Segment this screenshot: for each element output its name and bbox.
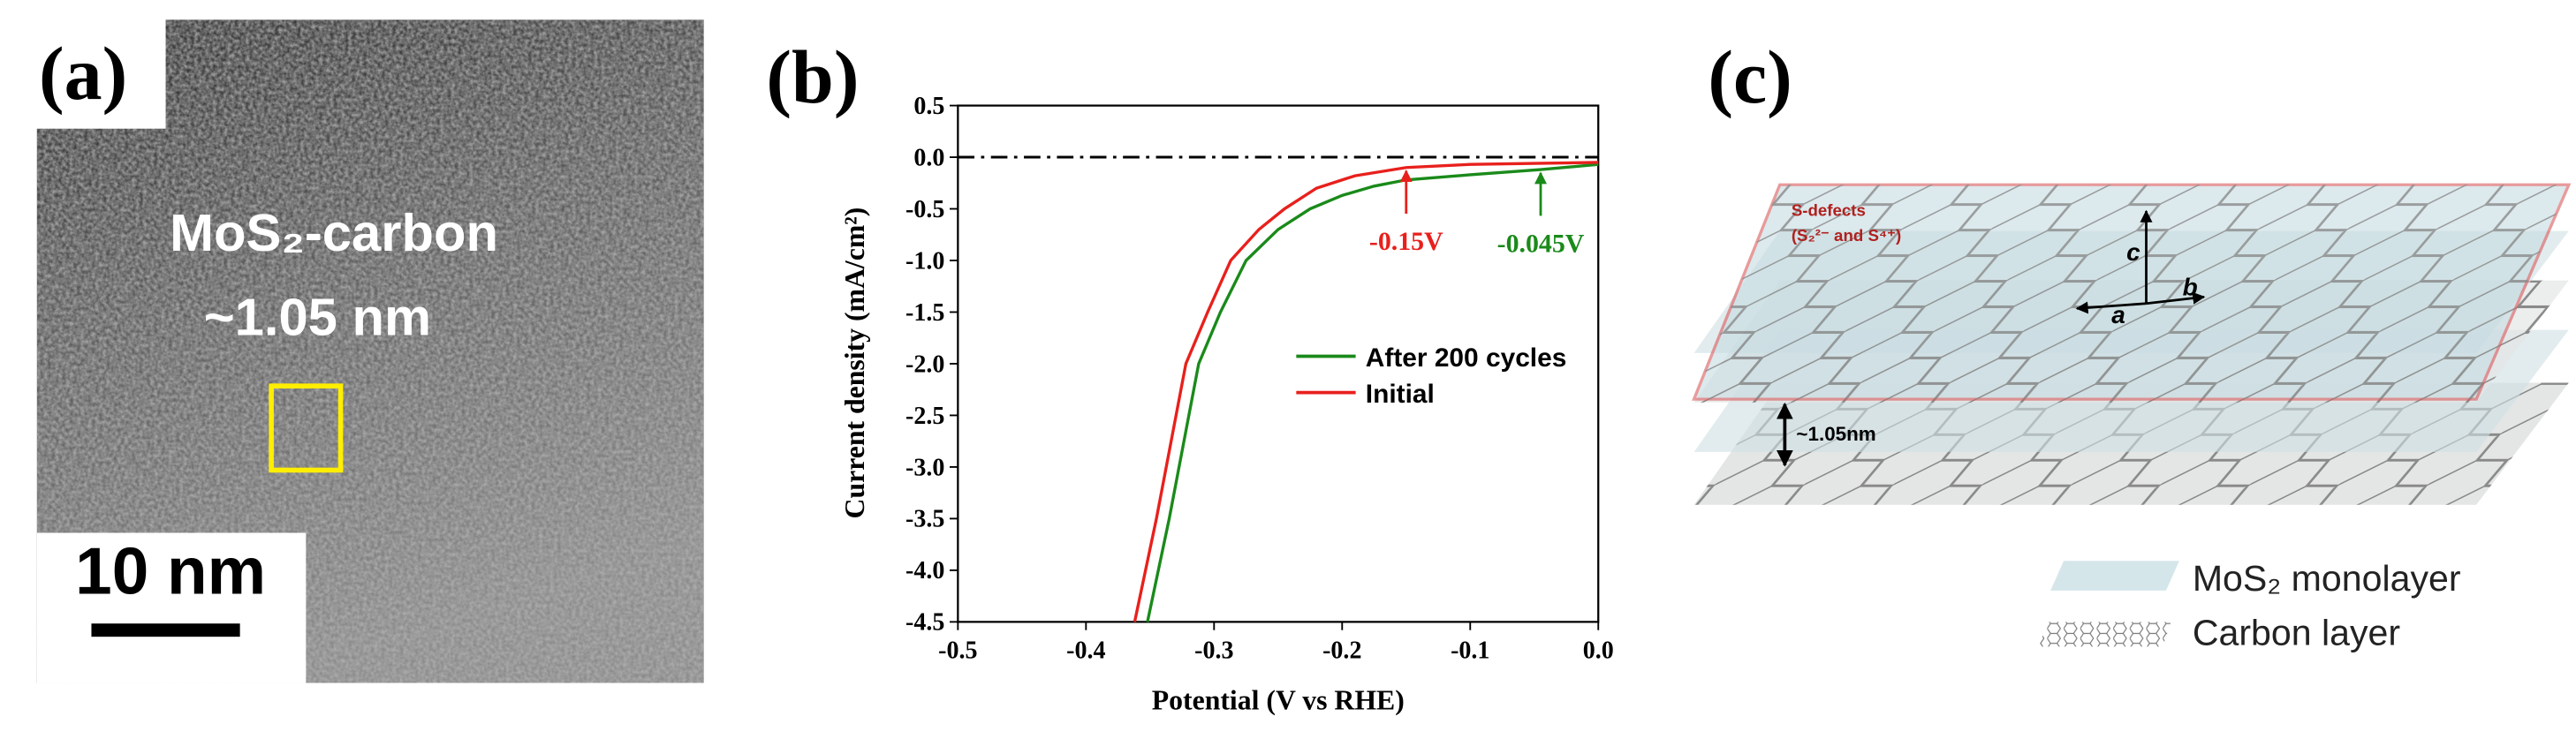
y-tick-label: -2.5 <box>905 403 944 430</box>
tem-panel: (a) MoS₂-carbon ~1.05 nm 10 nm <box>0 0 704 683</box>
x-tick-label: -0.3 <box>1194 637 1233 664</box>
spacing-label: ~1.05nm <box>1796 423 1875 445</box>
axis-label: c <box>2126 238 2140 266</box>
legend-label: Initial <box>1366 380 1435 409</box>
annotation-label: -0.15V <box>1369 227 1443 256</box>
schematic: (c) S-defects (S₂²⁻ and S⁴⁺) c b a ~1.05… <box>1692 34 2572 653</box>
x-tick-label: -0.2 <box>1322 637 1361 664</box>
sample-label: MoS₂-carbon <box>170 203 498 262</box>
x-tick-label: -0.1 <box>1451 637 1489 664</box>
scale-bar <box>91 623 240 637</box>
panel-label: (a) <box>39 31 127 116</box>
y-tick-label: -4.0 <box>905 557 944 584</box>
y-tick-label: 0.5 <box>913 93 944 120</box>
highlight-box <box>269 383 344 473</box>
y-tick-label: 0.0 <box>913 144 944 171</box>
legend-swatch <box>2050 561 2179 591</box>
y-tick-label: -3.5 <box>905 506 944 533</box>
y-tick-label: -1.0 <box>905 247 944 275</box>
data-line <box>1146 162 1599 622</box>
y-tick-label: -2.0 <box>905 351 944 378</box>
axis-arrow <box>2075 301 2147 314</box>
y-axis-label: Current density (mA/cm²) <box>839 207 870 519</box>
panel-label: (c) <box>1708 34 1792 119</box>
scale-bar-box <box>36 532 307 683</box>
scale-bar-label: 10 nm <box>75 534 266 608</box>
x-tick-label: 0.0 <box>1583 637 1614 664</box>
panel-label: (b) <box>766 34 859 119</box>
y-tick-label: -1.5 <box>905 299 944 327</box>
legend-label: MoS₂ monolayer <box>2193 558 2461 599</box>
defects-detail: (S₂²⁻ and S⁴⁺) <box>1792 226 1901 245</box>
y-tick-label: -3.0 <box>905 454 944 481</box>
x-axis-label: Potential (V vs RHE) <box>1152 684 1405 715</box>
axis-arrow <box>2146 291 2206 305</box>
y-tick-label: -0.5 <box>905 196 944 223</box>
x-tick-label: -0.4 <box>1066 637 1105 664</box>
chart: (b) Potential (V vs RHE) Current density… <box>766 34 1613 716</box>
legend-label: Carbon layer <box>2193 613 2400 653</box>
data-line <box>1133 161 1599 622</box>
carbon-layer-hex <box>1693 185 2569 400</box>
legend-label: After 200 cycles <box>1366 343 1567 373</box>
axis-label: a <box>2111 301 2125 328</box>
y-tick-label: -4.5 <box>905 609 944 637</box>
spacing-label: ~1.05 nm <box>204 287 431 346</box>
axis-label: b <box>2183 273 2198 300</box>
annotation-label: -0.045V <box>1497 229 1585 258</box>
legend-swatch <box>2039 622 2171 647</box>
defects-title: S-defects <box>1792 201 1866 220</box>
label-box <box>0 0 166 129</box>
x-tick-label: -0.5 <box>938 637 977 664</box>
